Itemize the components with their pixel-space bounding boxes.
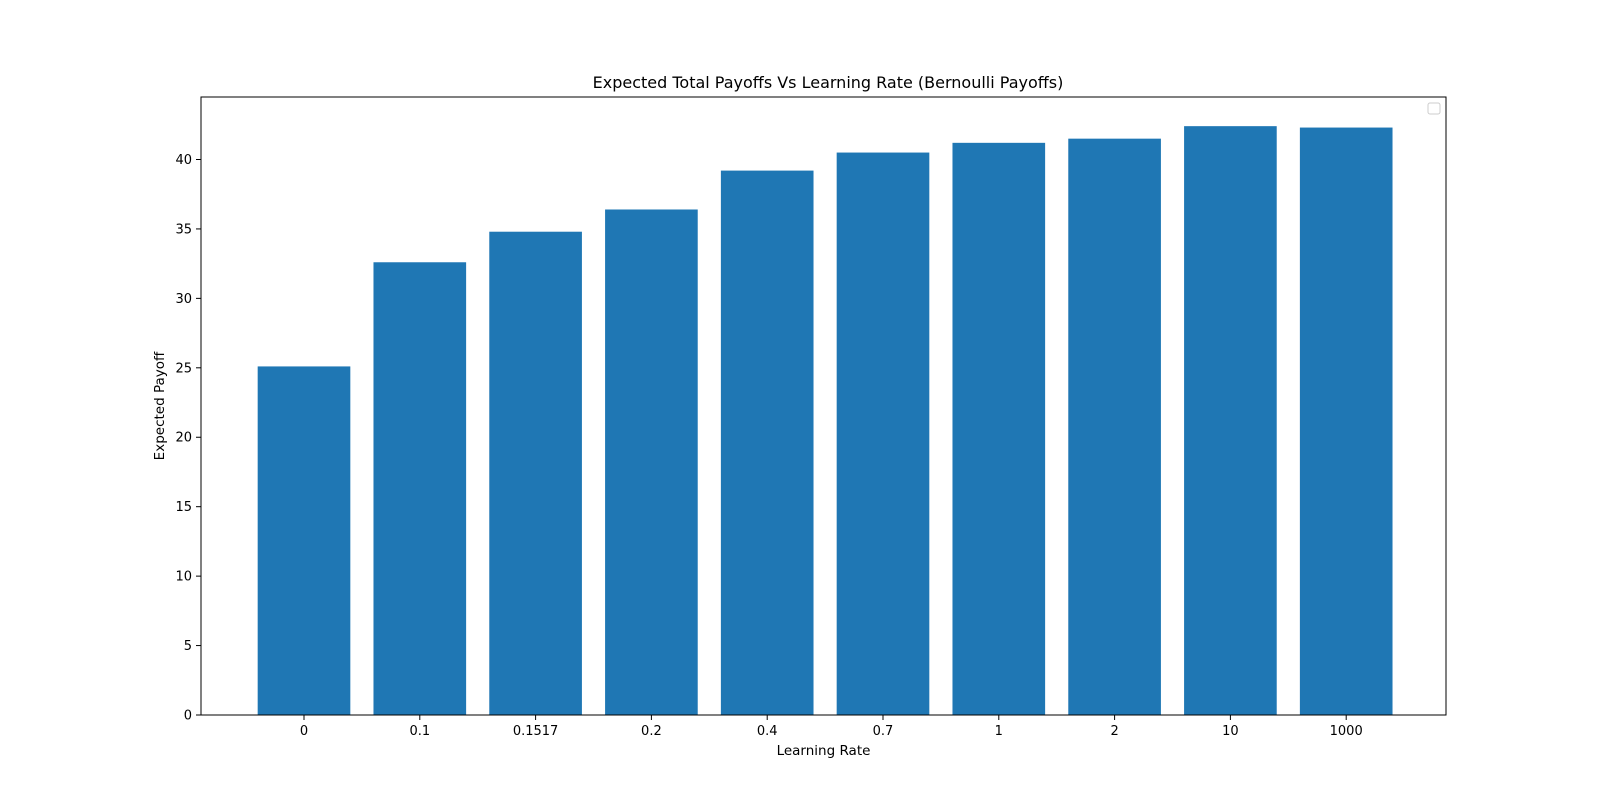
y-tick-label: 0 xyxy=(184,709,192,724)
x-axis: 0 0.1 0.1517 0.2 0.4 0.7 1 2 10 1000 xyxy=(300,715,1363,739)
x-tick-label: 0.7 xyxy=(873,724,894,739)
x-tick-label: 1000 xyxy=(1330,724,1363,739)
x-tick-label: 0.4 xyxy=(757,724,778,739)
x-tick-label: 10 xyxy=(1222,724,1239,739)
legend-box xyxy=(1427,102,1441,115)
x-tick-label: 0.1 xyxy=(409,724,430,739)
bar-1000 xyxy=(1299,127,1393,716)
y-tick-label: 10 xyxy=(175,570,192,585)
y-tick-label: 15 xyxy=(175,500,192,515)
plot-frame xyxy=(200,96,1447,716)
bars-layer xyxy=(257,126,1393,716)
y-tick-label: 20 xyxy=(175,431,192,446)
y-tick-label: 30 xyxy=(175,292,192,307)
x-axis-label: Learning Rate xyxy=(777,743,871,759)
x-tick-label: 0.1517 xyxy=(513,724,559,739)
y-tick-label: 25 xyxy=(175,361,192,376)
y-axis: 0 5 10 15 20 25 30 35 40 xyxy=(175,153,201,724)
bar-10 xyxy=(1184,126,1277,715)
bar-0.1517 xyxy=(489,231,582,715)
bar-2 xyxy=(1068,138,1161,715)
x-tick-label: 2 xyxy=(1110,724,1118,739)
x-tick-label: 0.2 xyxy=(641,724,662,739)
x-tick-label: 0 xyxy=(300,724,308,739)
bar-0.2 xyxy=(605,209,698,716)
bar-0 xyxy=(257,366,351,715)
bar-0.4 xyxy=(720,170,814,716)
y-axis-label: Expected Payoff xyxy=(152,351,168,460)
bar-0.7 xyxy=(836,152,930,716)
y-tick-label: 5 xyxy=(184,639,192,654)
x-tick-label: 1 xyxy=(995,724,1003,739)
chart-title: Expected Total Payoffs Vs Learning Rate … xyxy=(593,73,1064,92)
bar-0.1 xyxy=(373,262,467,715)
y-tick-label: 40 xyxy=(175,153,192,168)
y-tick-label: 35 xyxy=(175,222,192,237)
bar-1 xyxy=(952,142,1046,715)
